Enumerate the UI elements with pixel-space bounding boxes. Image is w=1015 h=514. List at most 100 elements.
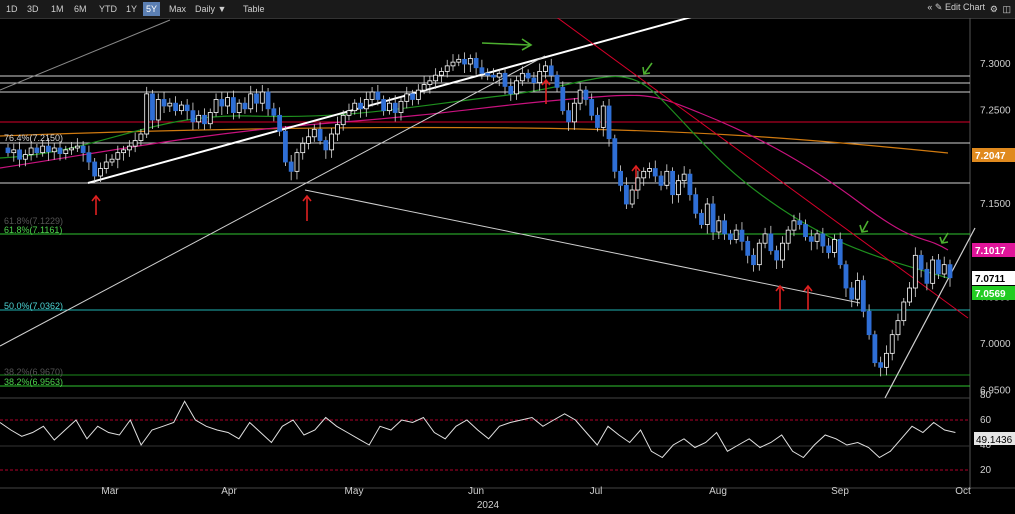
candle: [462, 58, 467, 65]
fib-level-label: 61.8%(7.1229): [4, 216, 63, 226]
candle: [98, 168, 103, 177]
candle: [866, 310, 872, 336]
candle: [410, 93, 415, 100]
candle: [826, 245, 832, 253]
candle: [843, 264, 849, 289]
candle: [248, 93, 254, 110]
period-label: Daily: [195, 4, 216, 14]
candle: [288, 161, 294, 172]
candle: [808, 236, 814, 242]
chart-settings-icon[interactable]: ⚙: [989, 4, 998, 14]
candle: [878, 362, 884, 368]
candle: [254, 93, 259, 104]
candle: [161, 99, 167, 107]
candle: [11, 149, 17, 154]
candle: [196, 114, 202, 123]
candle: [907, 287, 912, 303]
range-button-3d[interactable]: 3D: [27, 4, 39, 14]
candle: [901, 301, 907, 322]
candle: [74, 145, 80, 149]
candle: [756, 242, 762, 266]
candle: [537, 71, 543, 84]
candle: [86, 152, 92, 163]
candle: [178, 104, 184, 112]
candle: [525, 72, 531, 79]
candle: [548, 65, 554, 76]
fib-level-label: 38.2%(6.9563): [4, 377, 63, 387]
candle: [860, 280, 866, 312]
candle: [46, 145, 51, 153]
candle: [306, 136, 311, 144]
month-label: Mar: [101, 486, 119, 497]
candle: [150, 93, 155, 121]
candle: [629, 189, 635, 205]
range-button-max[interactable]: Max: [169, 4, 187, 14]
price-tick-label: 6.9500: [980, 386, 1011, 397]
candle: [745, 240, 751, 256]
candle: [433, 74, 439, 82]
ma-100-line: [0, 94, 949, 251]
candle: [329, 133, 335, 151]
range-button-1d[interactable]: 1D: [6, 4, 18, 14]
fib-level-label: 61.8%(7.1161): [4, 225, 62, 235]
candle: [450, 61, 456, 67]
candle: [936, 259, 941, 275]
candle: [670, 170, 676, 196]
candle: [623, 184, 629, 205]
candle: [543, 65, 548, 72]
candle: [444, 65, 450, 72]
candle: [392, 102, 398, 113]
candle: [693, 194, 699, 214]
candle: [560, 86, 566, 112]
candle: [467, 58, 473, 65]
range-button-5y[interactable]: 5Y: [143, 2, 161, 16]
candle: [855, 280, 860, 300]
candle: [658, 175, 664, 186]
candle: [508, 86, 514, 95]
candle: [375, 91, 381, 100]
range-button-6m[interactable]: 6M: [74, 4, 87, 14]
candle: [427, 80, 433, 85]
range-button-1m[interactable]: 1M: [51, 4, 64, 14]
table-button[interactable]: Table: [243, 4, 265, 14]
pencil-icon: ✎: [934, 2, 943, 12]
candle: [421, 84, 427, 91]
candle: [57, 147, 63, 154]
edit-chart-button[interactable]: « ✎ Edit Chart: [927, 2, 985, 13]
candle: [785, 229, 791, 244]
candle: [346, 110, 352, 116]
candle: [832, 239, 837, 253]
range-button-ytd[interactable]: YTD: [99, 4, 117, 14]
candle: [837, 239, 843, 266]
candle: [820, 233, 826, 247]
candle: [28, 147, 34, 155]
up-arrow-icon: [302, 194, 312, 202]
candle: [219, 99, 225, 107]
expand-icon[interactable]: ◫: [1002, 4, 1011, 14]
rsi-value-label: 49.1436: [976, 435, 1013, 446]
range-button-1y[interactable]: 1Y: [126, 4, 138, 14]
up-arrow-icon: [803, 284, 813, 292]
candle: [92, 161, 98, 177]
month-label: Sep: [831, 486, 849, 497]
candle: [109, 158, 115, 163]
candle: [496, 72, 502, 78]
year-label: 2024: [477, 500, 500, 511]
fib-level-label: 76.4%(7.2150): [4, 133, 63, 143]
down-arrow-icon: [939, 232, 949, 244]
candle: [641, 170, 647, 179]
candle: [814, 233, 820, 242]
period-dropdown[interactable]: Daily ▼: [192, 2, 229, 16]
price-tick-label: 7.3000: [980, 59, 1011, 70]
candle: [635, 177, 641, 191]
candle: [884, 352, 889, 368]
candle: [566, 110, 571, 123]
ma-50-line: [0, 76, 949, 279]
collapse-icon: «: [927, 2, 933, 12]
month-label: Oct: [955, 486, 971, 497]
price-chart: 7.30007.25007.20007.15007.10007.05007.00…: [0, 18, 1015, 511]
price-tick-label: 7.0000: [980, 339, 1011, 350]
candle: [727, 233, 733, 240]
candle: [236, 102, 242, 113]
price-label-box: [972, 148, 1015, 162]
